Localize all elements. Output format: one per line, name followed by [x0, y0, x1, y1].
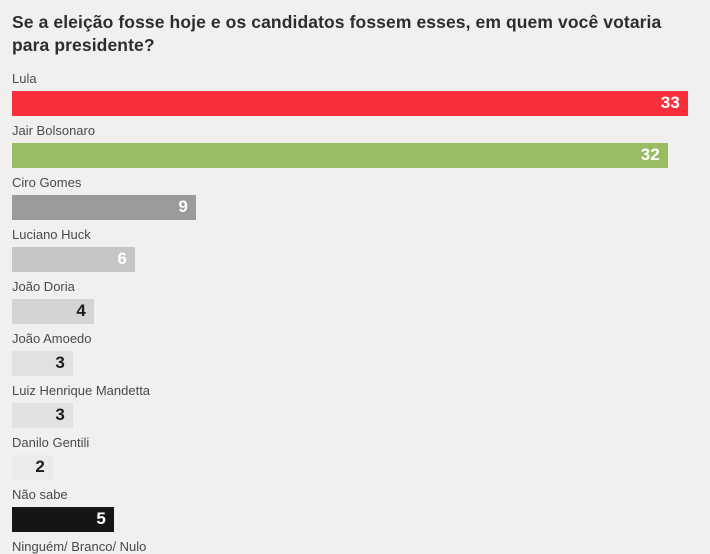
- chart-title: Se a eleição fosse hoje e os candidatos …: [12, 12, 662, 55]
- bar-row: Lula 33: [12, 70, 698, 116]
- bar-row: João Doria 4: [12, 278, 698, 324]
- bar-label: Ciro Gomes: [12, 174, 82, 190]
- bar-label: João Doria: [12, 278, 75, 294]
- bar-value: 32: [640, 145, 660, 164]
- bar-row: Jair Bolsonaro 32: [12, 122, 698, 168]
- bar-row: Luciano Huck 6: [12, 226, 698, 272]
- bar: 3: [12, 402, 73, 428]
- bar: 5: [12, 506, 114, 532]
- bar-label: Não sabe: [12, 486, 68, 502]
- bar: 32: [12, 142, 668, 168]
- bar: 6: [12, 246, 135, 272]
- bar-value: 3: [55, 405, 65, 424]
- bar-value: 33: [660, 93, 680, 112]
- bar-rows: Lula 33 Jair Bolsonaro 32 Ciro Gomes 9 Luciano…: [12, 70, 698, 554]
- bar-label: Lula: [12, 70, 37, 86]
- bar-value: 3: [55, 353, 65, 372]
- bar: 3: [12, 350, 73, 376]
- bar-label: Danilo Gentili: [12, 434, 90, 450]
- bar-label: Jair Bolsonaro: [12, 122, 96, 138]
- bar-value: 4: [76, 301, 86, 320]
- bar-row: Luiz Henrique Mandetta 3: [12, 382, 698, 428]
- bar-value: 5: [96, 509, 106, 528]
- bar-value: 6: [117, 249, 127, 268]
- bar-value: 2: [35, 457, 45, 476]
- bar: 9: [12, 194, 196, 220]
- bar-row: Ninguém/ Branco/ Nulo4: [12, 538, 698, 554]
- bar-label: Luiz Henrique Mandetta: [12, 382, 151, 398]
- bar-row: Não sabe 5: [12, 486, 698, 532]
- bar-row: Ciro Gomes 9: [12, 174, 698, 220]
- bar: 4: [12, 298, 94, 324]
- bar-row: Danilo Gentili 2: [12, 434, 698, 480]
- bar-row: João Amoedo 3: [12, 330, 698, 376]
- bar-label: Luciano Huck: [12, 226, 91, 242]
- bar: 2: [12, 454, 53, 480]
- bar-label: Ninguém/ Branco/ Nulo: [12, 538, 147, 554]
- bar-label: João Amoedo: [12, 330, 92, 346]
- bar-value: 9: [178, 197, 188, 216]
- bar: 33: [12, 90, 688, 116]
